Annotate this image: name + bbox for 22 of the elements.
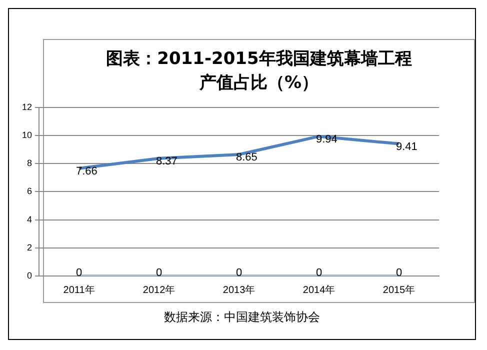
data-label: 8.65 (236, 152, 258, 164)
x-tick-label: 2015年 (382, 284, 416, 296)
y-tick-label: 10 (22, 130, 32, 140)
x-tick-label: 2011年 (63, 284, 95, 296)
y-tick-label: 2 (26, 242, 32, 252)
x-tick-label: 2013年 (222, 284, 256, 296)
y-tick-label: 6 (26, 186, 32, 196)
source-note: 数据来源：中国建筑装饰协会 (163, 309, 321, 326)
x-tick-label: 2014年 (302, 284, 336, 296)
data-label: 0 (76, 267, 82, 280)
data-label: 0 (236, 267, 242, 280)
y-tick-label: 0 (26, 270, 32, 280)
data-label: 0 (396, 267, 402, 280)
data-label: 0 (316, 267, 322, 280)
x-tick-label: 2012年 (142, 284, 176, 296)
data-label: 9.41 (396, 140, 418, 153)
data-label: 0 (156, 267, 162, 280)
chart-title: 图表：2011-2015年我国建筑幕墙工程产值占比（%） (105, 48, 413, 95)
y-tick-label: 12 (22, 102, 32, 112)
y-tick-label: 4 (26, 214, 32, 224)
y-tick-label: 8 (26, 158, 32, 168)
data-label: 7.66 (76, 165, 98, 178)
